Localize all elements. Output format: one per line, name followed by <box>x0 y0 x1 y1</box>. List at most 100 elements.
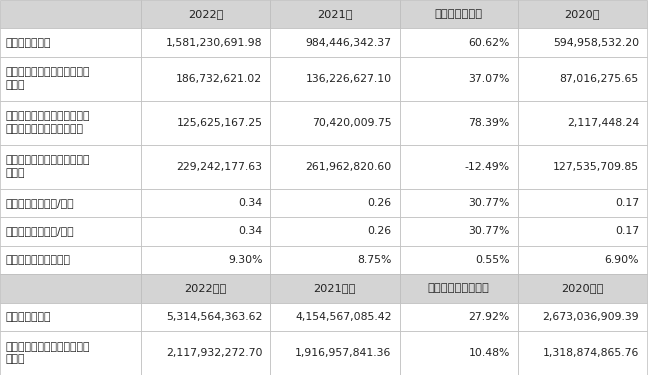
Text: 1,581,230,691.98: 1,581,230,691.98 <box>166 38 262 48</box>
Text: 37.07%: 37.07% <box>468 74 510 84</box>
Text: -12.49%: -12.49% <box>464 162 510 172</box>
Bar <box>518 145 647 189</box>
Text: 本年末比上年末增减: 本年末比上年末增减 <box>428 284 489 293</box>
Bar <box>400 189 518 217</box>
Bar <box>518 57 647 101</box>
Bar <box>141 331 270 375</box>
Text: 稀释每股收益（元/股）: 稀释每股收益（元/股） <box>5 226 74 237</box>
Bar <box>400 145 518 189</box>
Text: 2021年: 2021年 <box>317 9 353 19</box>
Text: 8.75%: 8.75% <box>358 255 392 265</box>
Text: 78.39%: 78.39% <box>468 118 510 128</box>
Text: 2020年末: 2020年末 <box>561 284 604 293</box>
Text: 4,154,567,085.42: 4,154,567,085.42 <box>295 312 392 322</box>
Text: 0.34: 0.34 <box>238 198 262 208</box>
Text: 30.77%: 30.77% <box>468 226 510 237</box>
Text: 归属于上市公司股东的净利润
（元）: 归属于上市公司股东的净利润 （元） <box>5 68 90 90</box>
Text: 2,673,036,909.39: 2,673,036,909.39 <box>543 312 639 322</box>
Bar <box>141 303 270 331</box>
Text: 0.34: 0.34 <box>238 226 262 237</box>
Text: 30.77%: 30.77% <box>468 198 510 208</box>
Bar <box>400 0 518 28</box>
Bar <box>141 28 270 57</box>
Text: 0.26: 0.26 <box>367 198 392 208</box>
Text: 136,226,627.10: 136,226,627.10 <box>306 74 392 84</box>
Bar <box>270 303 400 331</box>
Text: 2020年: 2020年 <box>564 9 600 19</box>
Text: 261,962,820.60: 261,962,820.60 <box>306 162 392 172</box>
Bar <box>270 57 400 101</box>
Bar <box>400 57 518 101</box>
Bar <box>0 145 141 189</box>
Bar <box>400 303 518 331</box>
Text: 1,916,957,841.36: 1,916,957,841.36 <box>295 348 392 358</box>
Bar <box>0 217 141 246</box>
Bar <box>518 0 647 28</box>
Text: 9.30%: 9.30% <box>228 255 262 265</box>
Text: 2022年: 2022年 <box>188 9 224 19</box>
Bar <box>0 274 141 303</box>
Text: 60.62%: 60.62% <box>468 38 510 48</box>
Text: 本年比上年增减: 本年比上年增减 <box>434 9 483 19</box>
Text: 0.17: 0.17 <box>615 198 639 208</box>
Bar <box>141 0 270 28</box>
Bar <box>270 101 400 145</box>
Bar <box>141 217 270 246</box>
Text: 594,958,532.20: 594,958,532.20 <box>553 38 639 48</box>
Bar <box>400 217 518 246</box>
Bar <box>0 101 141 145</box>
Bar <box>518 246 647 274</box>
Text: 984,446,342.37: 984,446,342.37 <box>306 38 392 48</box>
Bar <box>141 189 270 217</box>
Text: 229,242,177.63: 229,242,177.63 <box>176 162 262 172</box>
Bar <box>400 331 518 375</box>
Bar <box>0 0 141 28</box>
Text: 6.90%: 6.90% <box>604 255 639 265</box>
Bar <box>0 28 141 57</box>
Text: 经营活动产生的现金流量净额
（元）: 经营活动产生的现金流量净额 （元） <box>5 155 90 178</box>
Bar <box>270 274 400 303</box>
Text: 5,314,564,363.62: 5,314,564,363.62 <box>166 312 262 322</box>
Bar <box>0 246 141 274</box>
Text: 127,535,709.85: 127,535,709.85 <box>553 162 639 172</box>
Text: 归属于上市公司股东的扣除非
经常性损益的净利润（元）: 归属于上市公司股东的扣除非 经常性损益的净利润（元） <box>5 111 90 134</box>
Bar <box>270 145 400 189</box>
Text: 2022年末: 2022年末 <box>184 284 227 293</box>
Bar <box>0 303 141 331</box>
Bar <box>270 189 400 217</box>
Bar <box>400 274 518 303</box>
Bar <box>400 101 518 145</box>
Text: 186,732,621.02: 186,732,621.02 <box>176 74 262 84</box>
Text: 2,117,448.24: 2,117,448.24 <box>567 118 639 128</box>
Text: 27.92%: 27.92% <box>468 312 510 322</box>
Text: 0.17: 0.17 <box>615 226 639 237</box>
Text: 70,420,009.75: 70,420,009.75 <box>312 118 392 128</box>
Bar <box>0 189 141 217</box>
Bar <box>518 274 647 303</box>
Text: 0.26: 0.26 <box>367 226 392 237</box>
Text: 资产总额（元）: 资产总额（元） <box>5 312 51 322</box>
Bar <box>518 189 647 217</box>
Bar <box>270 217 400 246</box>
Bar <box>518 28 647 57</box>
Bar <box>141 274 270 303</box>
Text: 2021年末: 2021年末 <box>314 284 356 293</box>
Bar <box>141 101 270 145</box>
Text: 0.55%: 0.55% <box>475 255 510 265</box>
Bar <box>518 217 647 246</box>
Text: 1,318,874,865.76: 1,318,874,865.76 <box>543 348 639 358</box>
Bar <box>0 331 141 375</box>
Text: 10.48%: 10.48% <box>468 348 510 358</box>
Bar <box>141 246 270 274</box>
Bar <box>518 101 647 145</box>
Text: 125,625,167.25: 125,625,167.25 <box>176 118 262 128</box>
Text: 基本每股收益（元/股）: 基本每股收益（元/股） <box>5 198 74 208</box>
Bar <box>270 246 400 274</box>
Text: 加权平均净资产收益率: 加权平均净资产收益率 <box>5 255 70 265</box>
Bar <box>518 303 647 331</box>
Bar <box>518 331 647 375</box>
Bar <box>270 331 400 375</box>
Bar <box>400 28 518 57</box>
Text: 营业收入（元）: 营业收入（元） <box>5 38 51 48</box>
Bar <box>0 57 141 101</box>
